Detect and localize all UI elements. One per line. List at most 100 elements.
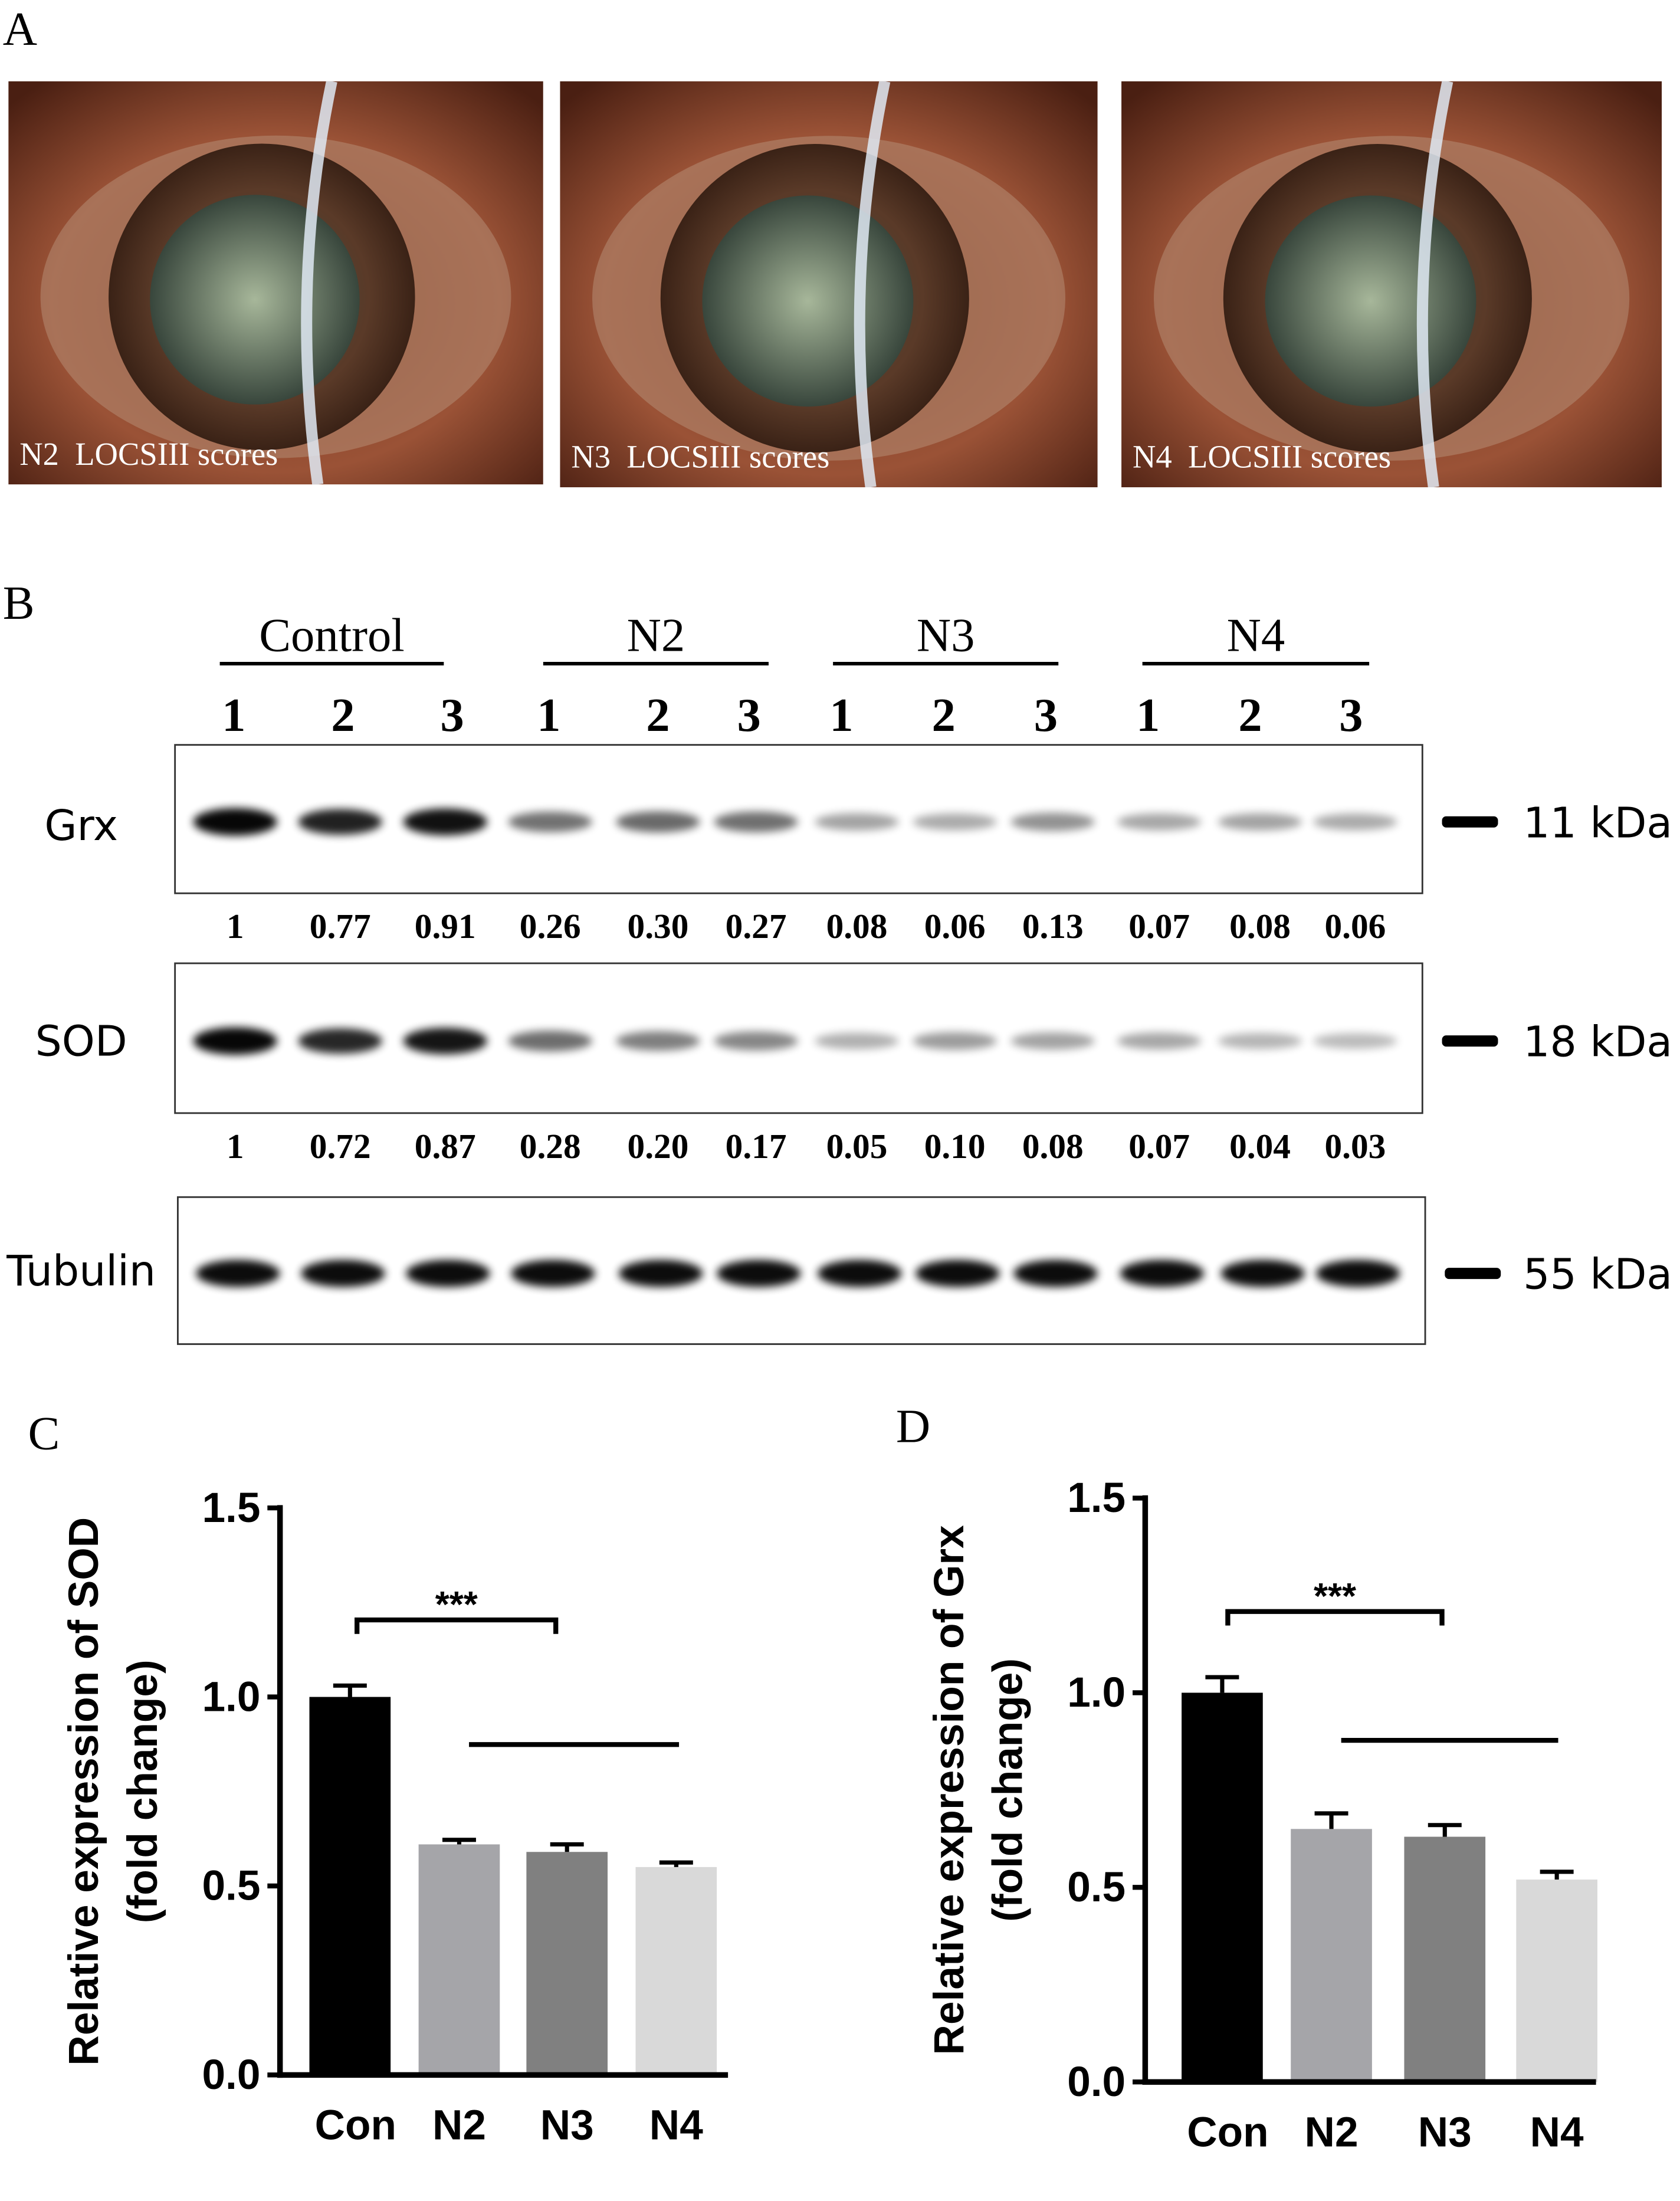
error-bar [1205,1675,1239,1693]
photo: N3 LOCSIII scores [560,81,1098,487]
lane-number: 3 [737,689,761,742]
quant-value: 0.30 [628,907,689,946]
y-tick-label: 0.0 [202,2052,260,2098]
quant-value: 0.06 [924,907,986,946]
quant-value: 1 [227,907,244,946]
quant-value: 1 [227,1127,244,1166]
error-bar [1540,1869,1574,1880]
pupil [1265,195,1476,407]
blot-band [616,811,700,833]
photo-caption: N3 LOCSIII scores [571,439,829,475]
quant-value: 0.06 [1324,907,1386,946]
blot-band [508,1031,592,1052]
y-tick-label: 0.5 [202,1863,260,1910]
blot-band [913,814,997,831]
x-tick-label: N2 [1305,2109,1359,2156]
quant-value: 0.28 [520,1127,581,1166]
lane-number: 2 [1238,689,1262,742]
y-tick-label: 1.0 [202,1674,260,1720]
quant-value: 0.03 [1324,1127,1386,1166]
blot-band [815,813,899,831]
blot-frame [174,744,1423,894]
bar [526,1852,608,2075]
blot-band [714,811,798,832]
photo: N2 LOCSIII scores [8,81,543,485]
marker-size: 55 kDa [1523,1250,1672,1299]
lane-number: 3 [1339,689,1363,742]
blot-band [1013,1259,1098,1287]
panel-label: D [896,1400,930,1453]
quant-value: 0.26 [520,907,581,946]
blot-band [1120,1259,1205,1287]
quant-value: 0.08 [1229,907,1291,946]
quant-value: 0.17 [726,1127,787,1166]
lane-number: 1 [829,689,853,742]
quant-value: 0.20 [628,1127,689,1166]
error-bar [442,1838,476,1845]
bar [1182,1692,1263,2082]
y-axis-label: Relative expression of Grx [926,1525,973,2055]
bar [635,1867,717,2075]
blot-band [616,1031,700,1051]
lane-number: 2 [331,689,355,742]
blot-band [403,808,487,835]
significance-bracket [355,1617,559,1634]
marker-size: 11 kDa [1523,798,1672,847]
y-tick-label: 0.5 [1067,1864,1126,1911]
x-tick-label: Con [315,2102,396,2149]
x-tick-label: N4 [1530,2109,1584,2156]
group-label: N4 [1227,609,1285,662]
blot-band [1315,1259,1400,1287]
x-tick-label: N4 [649,2102,703,2149]
panel-label: C [28,1407,60,1459]
pupil [150,195,360,405]
quant-value: 0.07 [1128,1127,1190,1166]
blot-band [1220,1259,1305,1287]
error-bar [333,1683,367,1697]
photo-caption: N4 LOCSIII scores [1133,439,1391,475]
group-label: N2 [627,609,685,662]
quant-value: 0.08 [826,907,888,946]
quant-value: 0.13 [1022,907,1084,946]
y-tick-label: 1.0 [1067,1669,1126,1716]
blot-band [196,1259,280,1287]
marker-bar [1442,1035,1498,1047]
blot-band [1010,1032,1095,1050]
y-tick-label: 0.0 [1067,2059,1126,2105]
quant-value: 0.07 [1128,907,1190,946]
y-axis-label: (fold change) [120,1659,166,1923]
quant-value: 0.05 [826,1127,888,1166]
blot-band [193,1027,277,1055]
error-bar [1314,1811,1348,1829]
error-bar [550,1842,584,1852]
blot-band [714,1031,798,1051]
y-axis-label: Relative expression of SOD [61,1517,107,2066]
blot-band [403,1028,487,1055]
lane-number: 2 [931,689,955,742]
marker-bar [1445,1268,1501,1280]
blot-band [301,1259,385,1287]
lane-number: 1 [537,689,560,742]
blot-frame [174,962,1423,1114]
blot-band [619,1259,703,1287]
blot-band [193,808,277,836]
quant-value: 0.77 [310,907,371,946]
blot-band [913,1032,997,1050]
x-tick-label: Con [1187,2109,1268,2156]
quant-value: 0.91 [415,907,476,946]
blot-band [717,1259,801,1287]
blot-band [298,809,382,835]
error-bar [1428,1823,1462,1837]
row-label: Grx [44,801,118,850]
panel-label: A [3,3,37,55]
bar [1404,1836,1486,2082]
photo-content [8,81,543,485]
bar [309,1697,391,2075]
quant-value: 0.72 [310,1127,371,1166]
blot-band [815,1032,899,1049]
significance-bracket [1225,1609,1445,1626]
marker-size: 18 kDa [1523,1018,1672,1067]
bar [1291,1829,1372,2082]
